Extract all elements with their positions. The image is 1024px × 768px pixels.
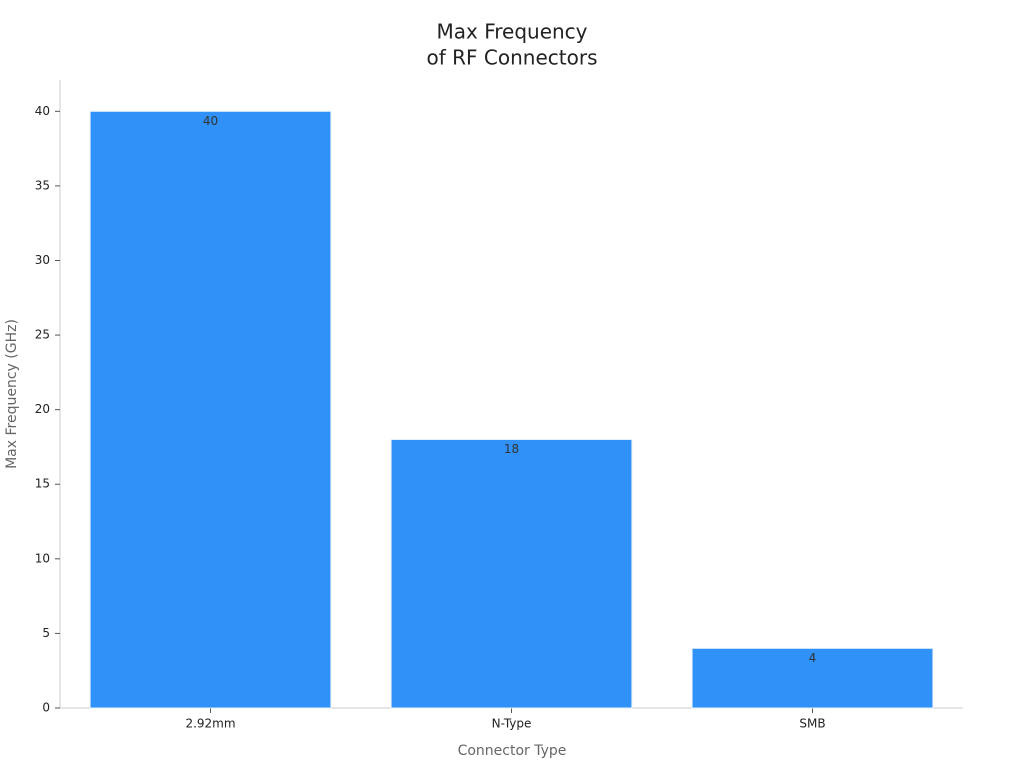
bar bbox=[89, 110, 332, 709]
bar bbox=[390, 438, 633, 709]
value-label: 40 bbox=[203, 114, 218, 128]
y-tick-label: 25 bbox=[35, 328, 50, 342]
y-tick-label: 10 bbox=[35, 551, 50, 565]
x-tick-label: N-Type bbox=[492, 717, 532, 731]
y-tick-label: 30 bbox=[35, 253, 50, 267]
y-tick-label: 5 bbox=[42, 626, 50, 640]
chart-title: Max Frequency bbox=[436, 20, 587, 44]
x-tick-label: SMB bbox=[799, 717, 825, 731]
x-tick-label: 2.92mm bbox=[185, 717, 235, 731]
y-tick-label: 40 bbox=[35, 104, 50, 118]
chart-title: of RF Connectors bbox=[427, 46, 598, 70]
value-label: 18 bbox=[504, 442, 519, 456]
y-tick-label: 0 bbox=[42, 701, 50, 715]
y-tick-label: 15 bbox=[35, 477, 50, 491]
x-axis-label: Connector Type bbox=[458, 743, 567, 759]
bar bbox=[691, 647, 934, 709]
y-tick-label: 35 bbox=[35, 178, 50, 192]
y-axis-label: Max Frequency (GHz) bbox=[4, 319, 20, 469]
y-tick-label: 20 bbox=[35, 402, 50, 416]
value-label: 4 bbox=[809, 651, 817, 665]
